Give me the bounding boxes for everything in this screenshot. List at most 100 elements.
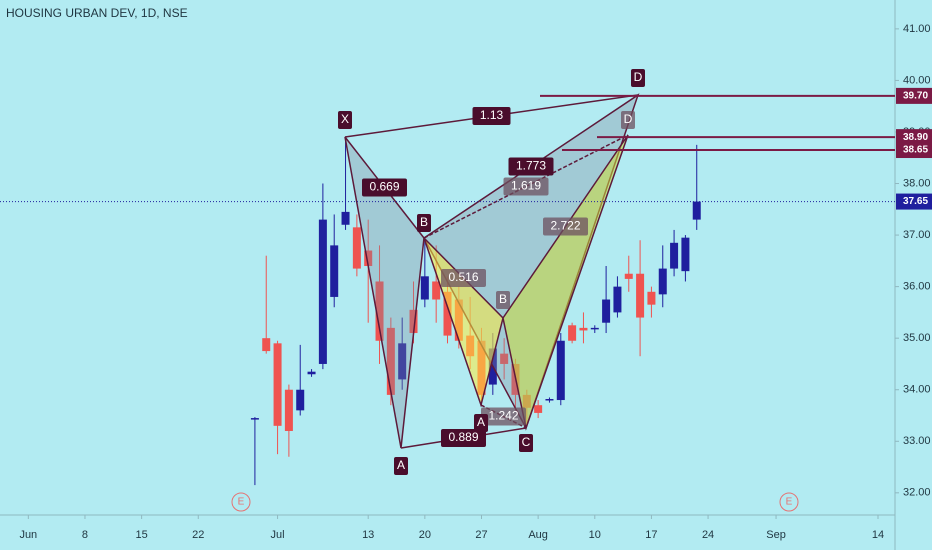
pattern-point-box — [519, 434, 533, 452]
x-tick-label: 17 — [645, 529, 657, 541]
pattern-ratio-box — [441, 429, 486, 447]
x-tick-label: Jun — [19, 529, 37, 541]
y-tick-label: 34.00 — [903, 384, 931, 396]
x-tick-label: 20 — [419, 529, 431, 541]
pattern-point: X — [341, 112, 349, 126]
x-tick-label: 10 — [589, 529, 601, 541]
y-tick-label: 32.00 — [903, 487, 931, 499]
pattern-ratio: 2.722 — [550, 219, 580, 233]
candle-body — [330, 245, 339, 297]
pattern-ratio: 1.13 — [480, 108, 504, 122]
candle-body — [386, 327, 395, 395]
candle-body — [636, 273, 645, 318]
candle-body — [398, 343, 407, 380]
pattern-point-box — [496, 291, 510, 309]
pattern-point: B — [420, 215, 428, 229]
pattern-ratio-box — [472, 107, 511, 125]
price-label-box — [896, 129, 932, 146]
price-label-box — [896, 87, 932, 104]
candle-body — [658, 268, 667, 295]
candle-body — [318, 219, 327, 364]
pattern-ratio: 1.773 — [516, 159, 546, 173]
x-tick-label: 13 — [362, 529, 374, 541]
candle-body — [681, 237, 690, 272]
pattern-point: D — [624, 112, 633, 126]
candle-body — [307, 371, 316, 375]
pattern-point: D — [634, 70, 643, 84]
price-label: 38.90 — [903, 132, 928, 143]
candle-body — [284, 389, 293, 431]
candle-body — [443, 291, 452, 336]
y-tick-label: 40.00 — [903, 74, 931, 86]
pattern-ratio: 1.242 — [488, 409, 518, 423]
candle-body — [670, 242, 679, 269]
pattern-point: A — [397, 458, 405, 472]
pattern-point-box — [417, 214, 431, 232]
x-tick-label: 27 — [475, 529, 487, 541]
candle-body — [556, 340, 565, 401]
event-marker — [231, 492, 251, 512]
pattern-point: A — [477, 415, 485, 429]
x-tick-label: Jul — [271, 529, 285, 541]
pattern-ratio-box — [441, 269, 486, 287]
candle-body — [647, 291, 656, 305]
pattern-point-box — [621, 111, 635, 129]
x-tick-label: Sep — [766, 529, 786, 541]
pattern-ratio: 1.619 — [511, 179, 541, 193]
candle-body — [692, 201, 701, 220]
pattern-ratio-box — [503, 177, 549, 196]
chart-title: HOUSING URBAN DEV, 1D, NSE — [6, 6, 188, 20]
x-tick-label: 24 — [702, 529, 714, 541]
pattern-ratio: 0.669 — [369, 180, 399, 194]
x-tick-label: Aug — [528, 529, 548, 541]
candle-body — [341, 211, 350, 225]
pattern-point: B — [499, 292, 507, 306]
pattern-point: C — [522, 435, 531, 449]
candle-body — [364, 250, 373, 267]
pattern-ratio-box — [481, 407, 526, 426]
pattern-ratio-box — [362, 178, 407, 197]
event-label: E — [238, 497, 245, 508]
y-tick-label: 38.00 — [903, 177, 931, 189]
candle-body — [613, 286, 622, 313]
y-tick-label: 33.00 — [903, 435, 931, 447]
candle-body — [352, 227, 361, 269]
y-tick-label: 37.00 — [903, 229, 931, 241]
candle-body — [432, 281, 441, 300]
candle-body — [534, 405, 543, 413]
pattern-point-box — [631, 69, 645, 87]
candle-body — [273, 343, 282, 426]
price-label: 38.65 — [903, 145, 928, 156]
pattern-ratio: 0.516 — [448, 270, 478, 284]
pattern-ratio: 0.889 — [448, 430, 478, 444]
candle-body — [250, 418, 259, 420]
candle-body — [590, 327, 599, 330]
event-label: E — [786, 497, 793, 508]
pattern-ratio-box — [543, 217, 588, 236]
price-label-box — [896, 142, 932, 159]
price-label: 39.70 — [903, 91, 928, 102]
candle-body — [262, 338, 271, 352]
pattern-ratio-box — [508, 157, 554, 176]
candle-body — [568, 325, 577, 341]
candle-body — [579, 327, 588, 331]
y-tick-label: 35.00 — [903, 332, 931, 344]
pattern-point-box — [474, 414, 488, 432]
candle-body — [624, 273, 633, 279]
x-tick-label: 14 — [872, 529, 884, 541]
candle-body — [409, 309, 418, 334]
event-marker — [779, 492, 799, 512]
y-tick-label: 41.00 — [903, 23, 931, 35]
x-tick-label: 8 — [82, 529, 88, 541]
candle-body — [296, 389, 305, 411]
candle-body — [420, 276, 429, 300]
y-tick-label: 36.00 — [903, 281, 931, 293]
last-price-box — [896, 193, 932, 210]
x-tick-label: 22 — [192, 529, 204, 541]
candle-body — [375, 281, 384, 341]
x-tick-label: 15 — [135, 529, 147, 541]
pattern-point-box — [338, 111, 352, 129]
last-price-label: 37.65 — [903, 196, 928, 207]
candle-body — [500, 353, 509, 364]
